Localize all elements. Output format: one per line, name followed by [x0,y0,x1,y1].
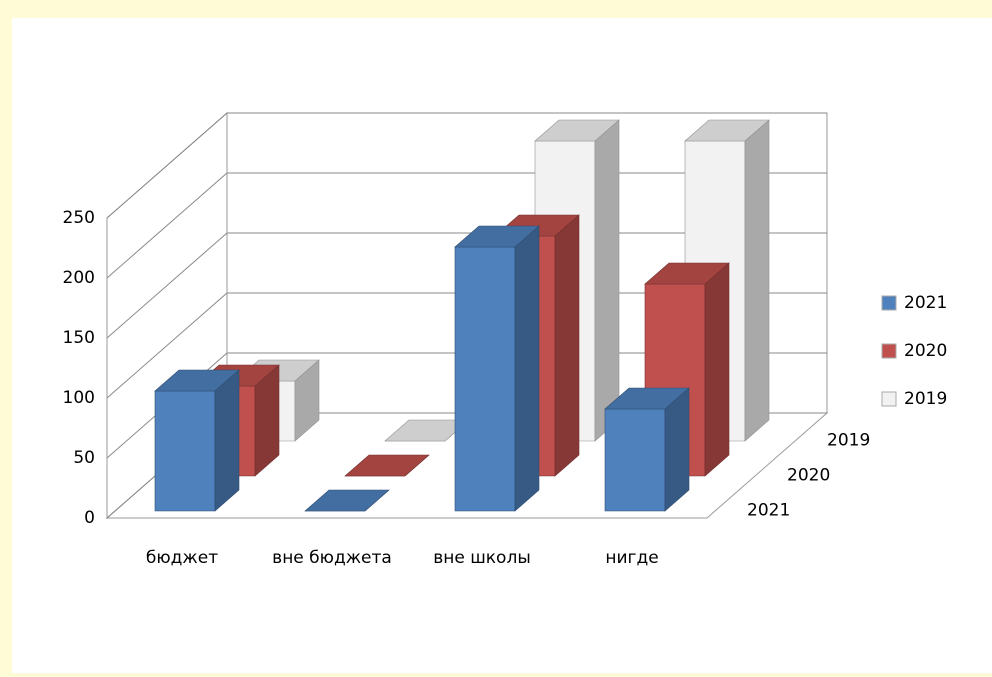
grid-line [106,172,827,279]
bar-front [604,408,666,512]
bar [304,489,390,512]
bar-top [534,119,620,142]
bar [604,387,690,512]
bar-top [684,119,770,142]
bar-side [514,225,540,512]
bar-top [454,225,540,248]
x-tick-label: вне школы [433,548,531,568]
legend-swatch [881,391,897,407]
bar [154,369,240,512]
bar-front [454,246,516,512]
x-tick-label: нигде [605,548,658,568]
bar-side [664,387,690,512]
bar [344,454,430,477]
bar-side [704,262,730,477]
bar-side [744,119,770,442]
grid-line [106,112,827,219]
grid-line [106,232,827,339]
depth-label: 2021 [747,501,790,521]
y-tick-label: 100 [63,388,95,408]
legend-label: 2019 [904,389,947,409]
bar-top [604,387,690,410]
depth-label: 2019 [827,431,870,451]
legend-swatch [881,343,897,359]
legend-swatch [881,295,897,311]
bar-side [214,369,240,512]
bar [454,225,540,512]
bar-top [644,262,730,285]
chart: 0 50 100 150 200 250 бюджет вне бюджета вне школ… [63,111,947,568]
y-tick-label: 250 [63,208,95,228]
depth-label: 2020 [787,466,830,486]
y-tick-label: 0 [84,508,95,528]
y-tick-label: 150 [63,328,95,348]
bar-front [154,390,216,512]
bar-top [154,369,240,392]
y-tick-label: 200 [63,268,95,288]
bar-top [304,489,390,512]
legend-label: 2020 [904,341,947,361]
x-tick-label: бюджет [146,548,218,568]
bar-side [594,119,620,442]
grid-line [106,292,827,399]
legend-label: 2021 [904,293,947,313]
y-tick-label: 50 [73,448,95,468]
x-tick-label: вне бюджета [272,548,392,568]
bar-side [554,214,580,477]
bar-top [344,454,430,477]
grid-line [106,352,827,459]
chart-area: 0 50 100 150 200 250 бюджет вне бюджета вне школ… [12,18,992,673]
